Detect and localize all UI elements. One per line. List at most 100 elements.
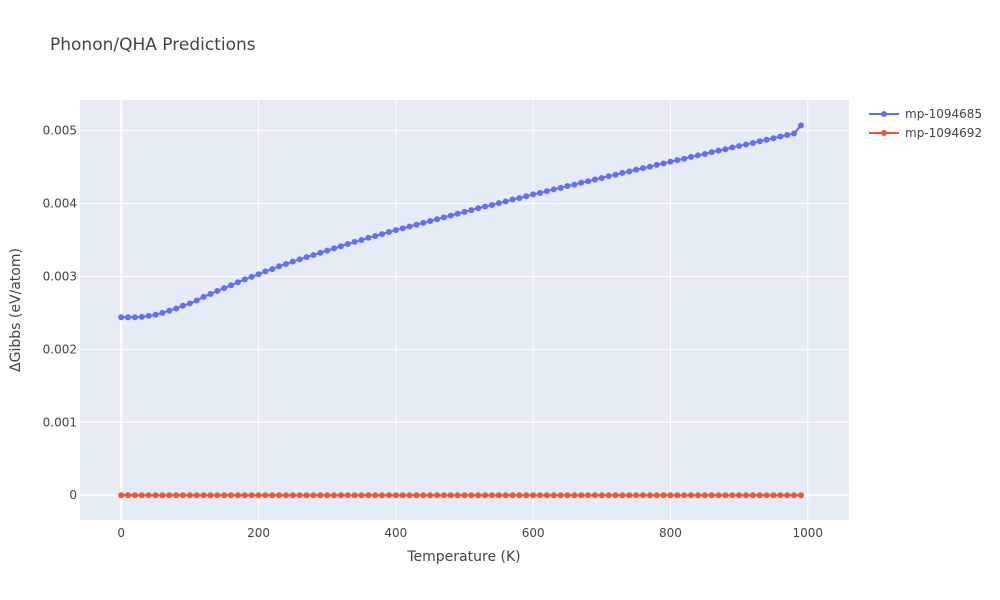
data-point[interactable] [612,171,619,178]
data-point[interactable] [420,492,427,499]
data-point[interactable] [688,492,695,499]
data-point[interactable] [413,492,420,499]
data-point[interactable] [756,138,763,145]
data-point[interactable] [303,492,310,499]
data-point[interactable] [791,492,798,499]
data-point[interactable] [722,492,729,499]
data-point[interactable] [571,492,578,499]
data-point[interactable] [784,132,791,138]
data-point[interactable] [440,214,447,221]
data-point[interactable] [537,189,544,196]
data-point[interactable] [420,219,427,226]
data-point[interactable] [131,314,138,321]
data-point[interactable] [633,166,640,173]
data-point[interactable] [434,216,441,223]
data-point[interactable] [248,492,255,499]
data-point[interactable] [482,492,489,499]
data-point[interactable] [475,205,482,212]
data-point[interactable] [269,266,276,273]
data-point[interactable] [289,258,296,265]
data-point[interactable] [770,492,777,499]
data-point[interactable] [667,492,674,499]
data-point[interactable] [468,492,475,499]
data-point[interactable] [344,241,351,248]
data-point[interactable] [694,152,701,159]
data-point[interactable] [722,146,729,153]
data-point[interactable] [392,492,399,499]
data-point[interactable] [640,165,647,172]
data-point[interactable] [310,492,317,499]
data-point[interactable] [619,492,626,499]
data-point[interactable] [488,202,495,208]
data-point[interactable] [626,168,633,175]
data-point[interactable] [605,492,612,499]
data-point[interactable] [399,492,406,499]
data-point[interactable] [653,492,660,499]
data-point[interactable] [523,492,530,499]
data-point[interactable] [571,181,578,188]
data-point[interactable] [331,245,338,252]
data-point[interactable] [427,492,434,499]
data-point[interactable] [701,492,708,499]
data-point[interactable] [207,492,214,499]
data-point[interactable] [221,285,228,292]
data-point[interactable] [763,136,770,143]
data-point[interactable] [179,302,186,309]
data-point[interactable] [351,492,358,499]
data-point[interactable] [214,288,221,295]
data-point[interactable] [145,492,152,499]
data-point[interactable] [756,492,763,499]
data-point[interactable] [708,492,715,499]
data-point[interactable] [667,158,674,165]
data-point[interactable] [152,492,159,499]
data-point[interactable] [138,492,145,499]
data-point[interactable] [681,492,688,499]
data-point[interactable] [234,279,241,286]
data-point[interactable] [729,144,736,151]
data-point[interactable] [646,163,653,170]
data-point[interactable] [797,492,804,499]
data-point[interactable] [482,203,489,210]
data-point[interactable] [550,492,557,499]
data-point[interactable] [186,300,193,307]
data-point[interactable] [619,169,626,176]
data-point[interactable] [166,492,173,499]
data-point[interactable] [729,492,736,499]
data-point[interactable] [324,492,331,499]
data-point[interactable] [241,492,248,499]
data-point[interactable] [749,140,756,147]
data-point[interactable] [372,492,379,499]
data-point[interactable] [715,492,722,499]
data-point[interactable] [138,313,145,320]
data-point[interactable] [502,198,509,205]
data-point[interactable] [598,175,605,182]
data-point[interactable] [688,153,695,160]
data-point[interactable] [612,492,619,499]
data-point[interactable] [784,492,791,499]
data-point[interactable] [557,492,564,499]
data-point[interactable] [207,290,214,297]
data-point[interactable] [530,191,537,198]
data-point[interactable] [578,492,585,499]
data-point[interactable] [255,271,262,278]
data-point[interactable] [564,492,571,499]
data-point[interactable] [475,492,482,499]
data-point[interactable] [543,492,550,499]
data-point[interactable] [797,122,804,129]
data-point[interactable] [358,237,365,243]
legend[interactable]: mp-1094685 mp-1094692 [869,107,982,140]
data-point[interactable] [241,276,248,283]
data-point[interactable] [516,492,523,499]
data-point[interactable] [777,492,784,499]
data-point[interactable] [461,208,468,215]
data-point[interactable] [125,314,132,321]
data-point[interactable] [159,309,166,316]
data-point[interactable] [564,183,571,190]
data-point[interactable] [406,492,413,499]
data-point[interactable] [660,492,667,499]
data-point[interactable] [365,492,372,499]
data-point[interactable] [248,273,255,280]
data-point[interactable] [585,178,592,185]
data-point[interactable] [674,157,681,164]
data-point[interactable] [118,492,125,499]
